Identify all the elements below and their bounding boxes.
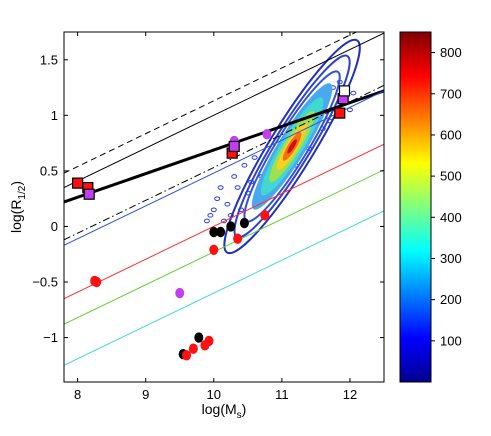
- cloud-outlier: [346, 107, 353, 113]
- data-point: [239, 217, 249, 229]
- data-point: [194, 332, 204, 343]
- plot-frame: [63, 31, 385, 383]
- x-axis-label-close: ): [242, 401, 247, 417]
- data-point: [182, 350, 192, 361]
- data-point: [188, 343, 198, 354]
- colorbar-tick-label: 100: [440, 333, 462, 348]
- cloud-outlier: [241, 163, 248, 168]
- colorbar-tick-label: 700: [440, 86, 462, 101]
- square-marker: [228, 140, 240, 153]
- x-axis-label-sub: s: [237, 410, 242, 421]
- x-axis-label-main: log(M: [202, 401, 237, 417]
- plot-area: [64, 32, 384, 366]
- axes: 8 9 10 11 12 −1 −0.5 0 0.5 1 1.5: [32, 32, 384, 402]
- colorbar-tick-label: 800: [440, 45, 462, 60]
- data-point: [216, 226, 226, 238]
- data-point: [226, 221, 236, 232]
- y-axis-label-close: ): [8, 181, 24, 186]
- data-point: [92, 276, 102, 288]
- cloud-outlier: [224, 201, 231, 207]
- square-marker: [83, 188, 95, 200]
- y-tick-label: 1.5: [40, 52, 58, 67]
- reference-line-thin-solid-black: [64, 32, 384, 189]
- x-tick-label: 8: [74, 387, 81, 402]
- colorbar: [399, 31, 432, 383]
- x-tick-label: 10: [207, 387, 221, 402]
- reference-line-dashdot-black: [64, 84, 384, 241]
- reference-line-solid-cyan: [64, 210, 384, 366]
- x-tick-label: 11: [275, 387, 289, 402]
- data-point: [262, 129, 272, 140]
- y-tick-label: 0: [51, 219, 58, 234]
- cloud-outlier: [221, 218, 227, 224]
- cloud-outlier: [210, 207, 217, 213]
- cloud-outlier: [234, 185, 241, 190]
- reference-line-solid-green: [64, 169, 384, 325]
- cloud-outlier: [214, 196, 221, 201]
- reference-line-solid-red: [64, 143, 384, 300]
- cloud-outlier: [251, 155, 258, 160]
- square-marker: [338, 85, 351, 97]
- x-tick-label: 12: [343, 387, 357, 402]
- y-tick-label: 0.5: [40, 163, 58, 178]
- cloud-outlier: [217, 185, 224, 190]
- colorbar-tick-label: 600: [440, 127, 462, 142]
- colorbar-axis: 100 200 300 400 500 600 700 800: [431, 45, 462, 348]
- colorbar-tick-label: 500: [440, 169, 462, 184]
- data-point: [204, 335, 214, 347]
- square-marker: [72, 177, 84, 189]
- cloud-outlier: [207, 213, 214, 218]
- reference-line-thick-solid-black: [64, 89, 384, 204]
- data-point: [233, 233, 243, 244]
- data-point: [175, 287, 185, 299]
- y-axis-label-sub: 1/2: [17, 185, 28, 199]
- data-point: [209, 226, 219, 238]
- plot-background: [64, 32, 384, 382]
- cloud-outlier: [203, 218, 210, 224]
- x-axis-label: log(Ms): [202, 401, 247, 421]
- data-point: [209, 244, 219, 255]
- x-tick-label: 9: [142, 387, 149, 402]
- y-tick-label: 1: [51, 108, 58, 123]
- data-point: [260, 210, 270, 221]
- cloud-outlier: [231, 174, 238, 179]
- colorbar-tick-label: 400: [440, 210, 462, 225]
- density-contour: [223, 38, 361, 255]
- density-level: [287, 139, 297, 154]
- colorbar-tick-label: 300: [440, 251, 462, 266]
- reference-line-solid-blue: [64, 90, 384, 246]
- cloud-outlier: [350, 90, 357, 96]
- y-tick-label: −1: [43, 330, 58, 345]
- y-tick-label: −0.5: [32, 275, 58, 290]
- y-axis-label: log(R1/2): [8, 181, 28, 233]
- square-marker: [334, 107, 346, 119]
- y-axis-label-main: log(R: [8, 200, 24, 233]
- colorbar-tick-label: 200: [440, 292, 462, 307]
